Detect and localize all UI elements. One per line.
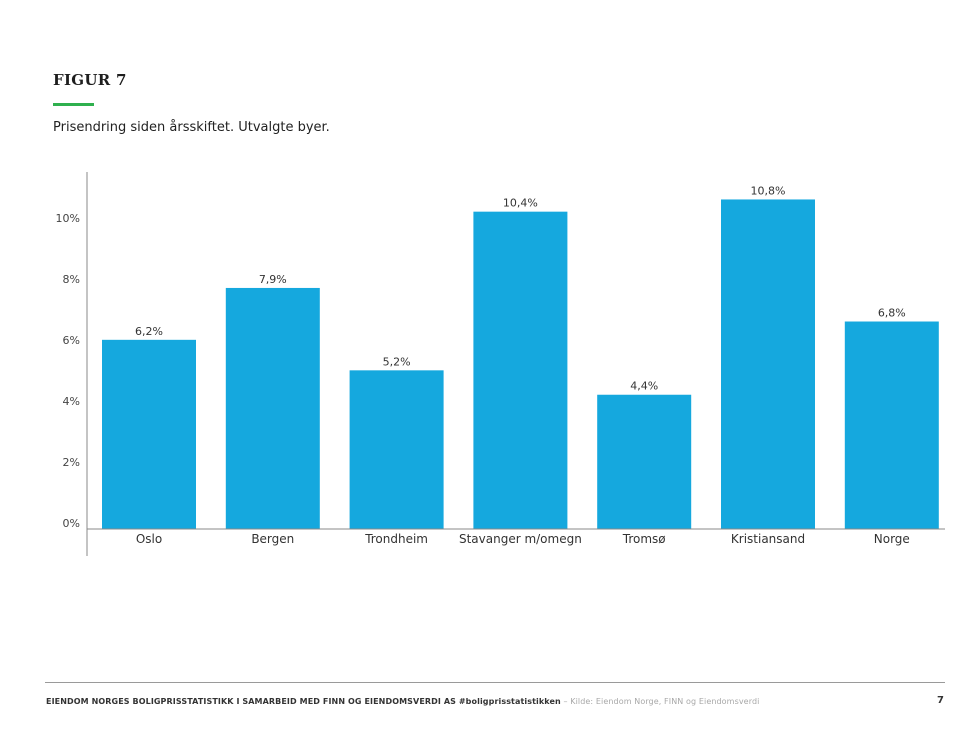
bar-chart: 0% 2% 4% 6% 8% 10% 6,2% 7,9% 5,2% 10,4% 4,4% 10,8%… <box>56 172 945 556</box>
y-axis-ticks: 0% 2% 4% 6% 8% 10% <box>56 212 80 530</box>
y-tick-label: 10% <box>56 212 80 225</box>
bar <box>721 199 815 529</box>
footer-source-text: – Kilde: Eiendom Norge, FINN og Eiendoms… <box>563 697 760 706</box>
page-number: 7 <box>937 695 944 706</box>
category-label: Trondheim <box>364 532 428 546</box>
category-label: Tromsø <box>622 532 666 546</box>
figure-label: FIGUR 7 <box>53 71 127 89</box>
category-label: Oslo <box>136 532 162 546</box>
figure-accent-rule <box>53 103 94 106</box>
data-label: 6,2% <box>135 325 163 338</box>
bar <box>102 339 196 529</box>
category-label: Kristiansand <box>731 532 805 546</box>
y-tick-label: 0% <box>63 517 80 530</box>
data-label: 10,8% <box>751 184 786 197</box>
data-label: 4,4% <box>630 380 658 393</box>
bar <box>225 287 320 529</box>
data-label: 10,4% <box>503 197 538 210</box>
data-label: 5,2% <box>383 355 411 368</box>
category-label: Norge <box>874 532 910 546</box>
y-tick-label: 2% <box>63 456 80 469</box>
category-label: Stavanger m/omegn <box>459 532 582 546</box>
bar <box>473 211 568 529</box>
bar <box>844 321 939 529</box>
chart-subtitle: Prisendring siden årsskiftet. Utvalgte b… <box>53 120 330 135</box>
category-label: Bergen <box>251 532 294 546</box>
footer-main-text: EIENDOM NORGES BOLIGPRISSTATISTIKK I SAM… <box>46 697 561 706</box>
bar <box>597 394 692 529</box>
y-tick-label: 4% <box>63 395 80 408</box>
category-labels: Oslo Bergen Trondheim Stavanger m/omegn Trom… <box>136 532 910 546</box>
bar <box>349 370 444 529</box>
bars <box>102 199 939 529</box>
footer: EIENDOM NORGES BOLIGPRISSTATISTIKK I SAM… <box>46 697 926 706</box>
y-tick-label: 8% <box>63 273 80 286</box>
data-label: 7,9% <box>259 273 287 286</box>
data-label: 6,8% <box>878 307 906 320</box>
footer-rule <box>45 682 945 683</box>
y-tick-label: 6% <box>63 334 80 347</box>
data-labels: 6,2% 7,9% 5,2% 10,4% 4,4% 10,8% 6,8% <box>135 184 906 392</box>
